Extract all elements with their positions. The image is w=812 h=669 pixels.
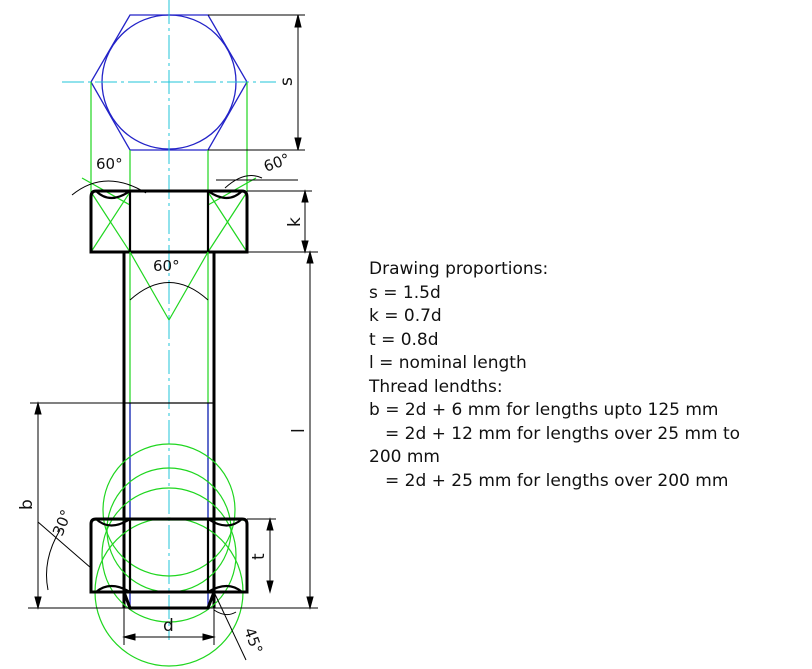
note-l: l = nominal length: [369, 352, 809, 376]
note-b1: b = 2d + 6 mm for lengths upto 125 mm: [369, 399, 809, 423]
notes-thread-title: Thread lendths:: [369, 376, 809, 400]
note-b2: = 2d + 12 mm for lengths over 25 mm to: [369, 423, 809, 447]
note-s: s = 1.5d: [369, 282, 809, 306]
dim-d-label: d: [163, 616, 174, 636]
nut: 30° t 45°: [38, 444, 276, 666]
dim-t-label: t: [249, 553, 269, 560]
notes-title: Drawing proportions:: [369, 258, 809, 282]
note-t: t = 0.8d: [369, 329, 809, 353]
dim-b-lines: [30, 403, 124, 608]
dim-b-label: b: [17, 499, 37, 510]
bolt-head: 60° 60° k: [72, 150, 312, 252]
angle-point-label: 60°: [153, 257, 180, 275]
angle-head-left-label: 60°: [96, 155, 123, 173]
dim-k-label: k: [285, 217, 305, 227]
note-k: k = 0.7d: [369, 305, 809, 329]
angle-head-right-label: 60°: [261, 150, 292, 176]
dim-s-label: s: [277, 77, 297, 86]
note-b3: = 2d + 25 mm for lengths over 200 mm: [369, 470, 809, 494]
note-b2-cont: 200 mm: [369, 446, 809, 470]
angle-chamfer-label: 45°: [240, 625, 266, 656]
dim-l-label: l: [289, 428, 309, 433]
angle-nut-label: 30°: [49, 507, 76, 538]
drawing-proportions-notes: Drawing proportions: s = 1.5d k = 0.7d t…: [369, 258, 809, 493]
dim-l-lines: [28, 252, 318, 608]
